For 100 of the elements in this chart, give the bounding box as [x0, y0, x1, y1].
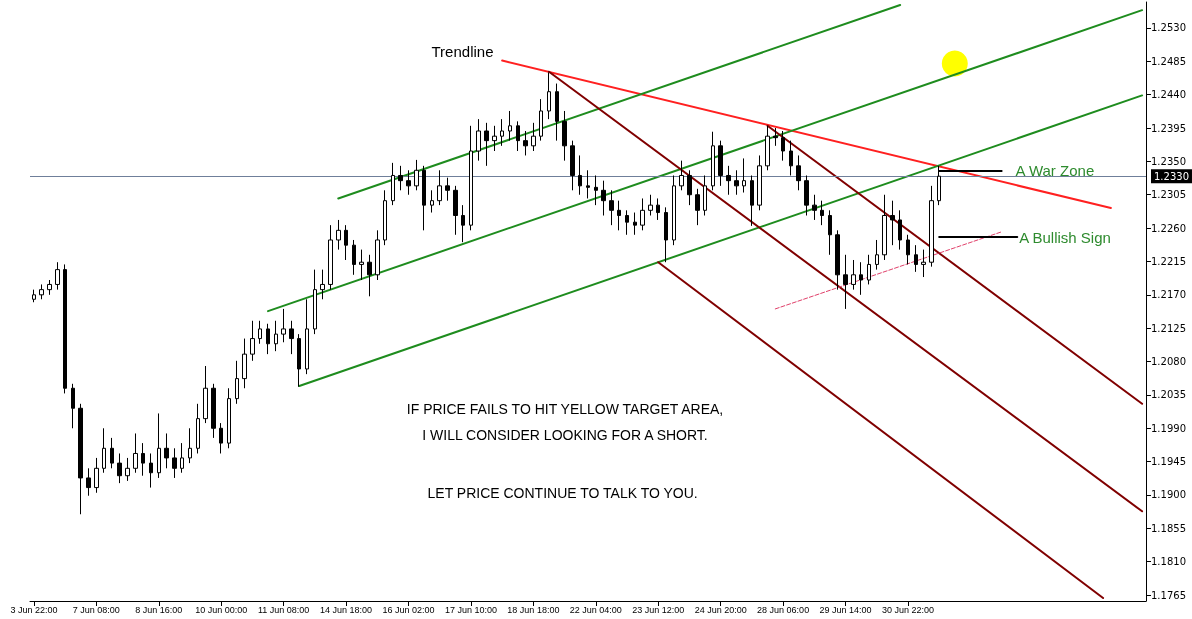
y-tick-label: 1.2080 [1151, 356, 1186, 368]
x-tick-label: 18 Jun 18:00 [507, 604, 560, 615]
candlestick [383, 189, 387, 246]
x-tick-label: 28 Jun 06:00 [757, 604, 810, 615]
candlestick [789, 140, 793, 176]
candlestick [570, 140, 575, 191]
y-tick-label: 1.2395 [1151, 122, 1186, 134]
candlestick [851, 259, 856, 291]
candlestick [555, 83, 559, 142]
candlestick [804, 174, 809, 217]
y-tick-label: 1.2350 [1151, 155, 1186, 167]
candlestick [352, 239, 356, 276]
candlestick [500, 118, 504, 147]
candlestick [750, 174, 754, 227]
x-tick-label: 3 Jun 22:00 [10, 604, 58, 615]
candlestick [547, 71, 551, 120]
candlestick [828, 209, 832, 256]
candlestick [203, 365, 208, 424]
candlestick [133, 432, 138, 474]
annotation: Trendline [431, 43, 494, 61]
candlestick [703, 174, 707, 217]
candlestick [531, 122, 536, 152]
candlestick [914, 244, 918, 273]
candlestick [695, 188, 700, 226]
x-tick-label: 11 Jun 08:00 [257, 604, 310, 615]
candlestick [336, 219, 341, 251]
x-tick-label: 24 Jun 20:00 [694, 604, 747, 615]
x-tick-label: 23 Jun 12:00 [632, 604, 685, 615]
y-tick-label: 1.2530 [1151, 22, 1186, 34]
candlestick [679, 160, 684, 191]
candlestick [633, 212, 637, 236]
candlestick [734, 169, 739, 196]
candlestick [235, 360, 239, 405]
candlestick [406, 169, 411, 196]
y-tick-label: 1.2260 [1151, 222, 1186, 234]
y-tick-label: 1.2035 [1151, 389, 1186, 401]
candlestick [859, 261, 863, 296]
candlestick [414, 159, 419, 191]
candlestick [211, 383, 216, 439]
y-tick-label: 1.2485 [1151, 55, 1186, 67]
candlestick [890, 200, 895, 246]
annotation: IF PRICE FAILS TO HIT YELLOW TARGET AREA, I WILL CONSIDER LOOKING FOR A SHORT. [406, 401, 724, 444]
candlestick [578, 154, 582, 196]
candlestick [648, 194, 653, 217]
annotation: A War Zone [1015, 162, 1095, 180]
candlestick [180, 442, 184, 474]
y-tick-label: 1.1810 [1151, 556, 1186, 568]
candlestick [328, 224, 333, 291]
y-tick-label: 1.2125 [1151, 322, 1186, 334]
candlestick [430, 189, 434, 214]
candlestick [422, 165, 426, 231]
candlestick [718, 140, 723, 187]
candlestick [117, 452, 122, 484]
candlestick [617, 200, 621, 231]
candlestick [843, 254, 848, 310]
x-tick-label: 8 Jun 16:00 [135, 604, 183, 615]
candlestick [71, 383, 75, 429]
candlestick [219, 422, 223, 454]
candlestick [375, 229, 380, 281]
candlestick [258, 320, 262, 345]
candlestick [562, 110, 567, 162]
y-tick-label: 1.2440 [1151, 89, 1186, 101]
candlestick [765, 125, 770, 171]
y-tick-label: 1.2305 [1151, 189, 1186, 201]
candlestick [157, 412, 161, 479]
annotation: LET PRICE CONTINUE TO TALK TO YOU. [427, 484, 698, 501]
candlestick [94, 457, 99, 494]
candlestick [391, 162, 395, 206]
candlestick [898, 209, 902, 251]
annotation: A Bullish Sign [1019, 228, 1111, 246]
candlestick [609, 189, 614, 226]
y-tick-label: 1.1855 [1151, 522, 1186, 534]
x-tick-label: 17 Jun 10:00 [444, 604, 497, 615]
candlestick [469, 125, 473, 231]
candlestick [359, 249, 364, 281]
candlestick [47, 279, 52, 296]
x-tick-label: 7 Jun 08:00 [72, 604, 120, 615]
candlestick [39, 283, 44, 300]
candlestick [281, 308, 286, 343]
candlestick [601, 180, 606, 217]
candlestick [875, 239, 879, 271]
y-tick-label: 1.1900 [1151, 489, 1186, 501]
x-tick-label: 30 Jun 22:00 [881, 604, 934, 615]
candlestick [172, 447, 177, 479]
y-tick-label: 1.1990 [1151, 422, 1186, 434]
candlestick [125, 457, 130, 482]
candlestick [141, 442, 145, 477]
candlestick [835, 229, 840, 291]
candlestick [476, 118, 481, 162]
candlestick [196, 403, 200, 454]
candlestick [781, 130, 785, 162]
candlestick [227, 387, 231, 449]
candlestick [78, 403, 83, 515]
candlestick [539, 98, 543, 142]
candlestick [594, 174, 598, 206]
candlestick [523, 130, 528, 156]
candlestick [867, 254, 871, 285]
x-tick-label: 10 Jun 00:00 [195, 604, 248, 615]
candlestick [586, 169, 590, 199]
x-tick-label: 29 Jun 14:00 [819, 604, 872, 615]
